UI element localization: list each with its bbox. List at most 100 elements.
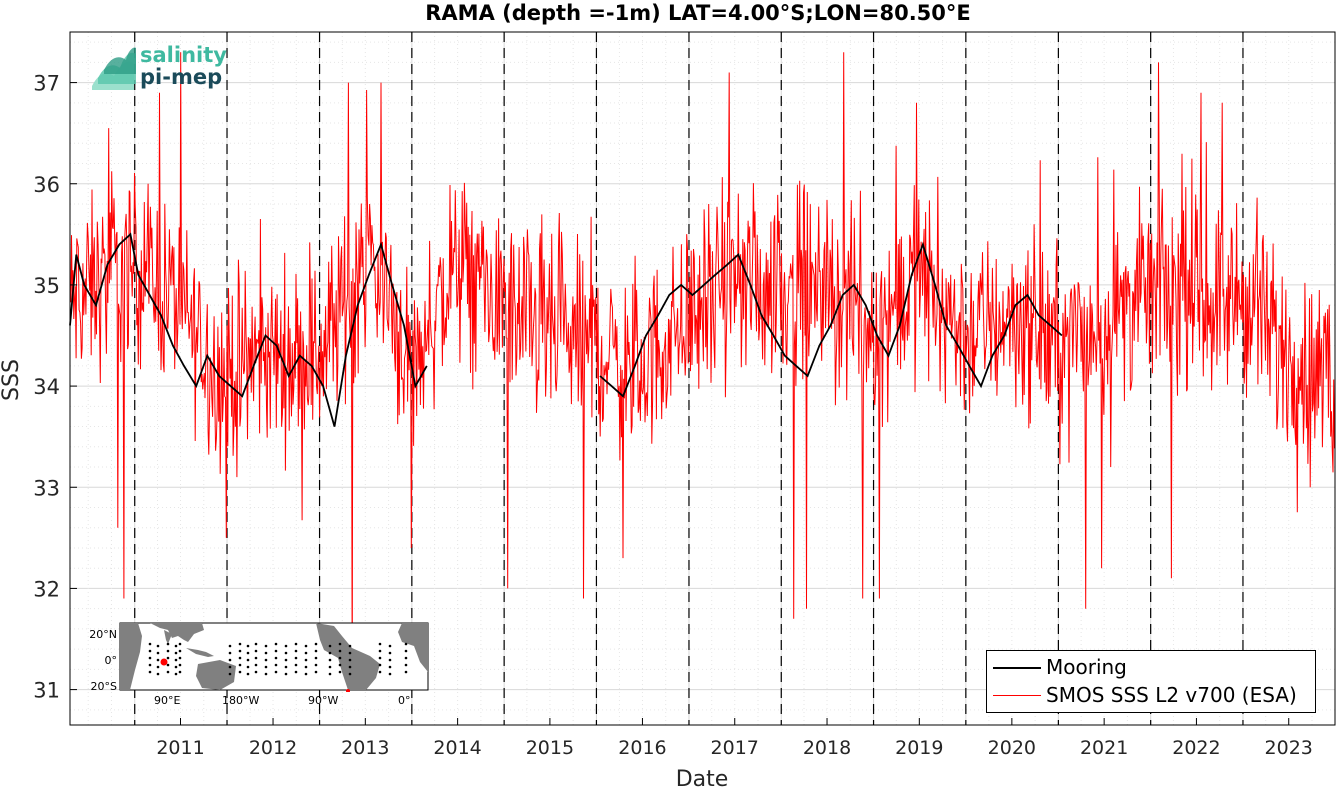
buoy-dot (264, 651, 268, 655)
inset-map: 20°N 0° 20°S 90°E 180°W 90°W 0° (80, 622, 430, 707)
smos-series (69, 52, 1335, 690)
logo-line2: pi-mep (140, 65, 223, 89)
buoy-dot (378, 663, 382, 667)
mooring-series (69, 232, 1063, 427)
x-tick-label: 2023 (1265, 737, 1313, 759)
buoy-dot (304, 658, 308, 662)
buoy-array-dots (148, 642, 408, 676)
india-land (164, 630, 172, 644)
x-tick-label: 2020 (988, 737, 1036, 759)
buoy-dot (274, 642, 278, 646)
buoy-dot (148, 670, 152, 674)
buoy-dot (174, 644, 178, 648)
buoy-dot (378, 642, 382, 646)
buoy-dot (314, 656, 318, 660)
inset-lon-0: 0° (398, 694, 411, 707)
legend-entry-smos: SMOS SSS L2 v700 (ESA) (993, 682, 1309, 708)
y-axis-label: SSS (0, 359, 24, 401)
buoy-dot (254, 663, 258, 667)
buoy-dot (304, 672, 308, 676)
inset-map-graphic: 20°N 0° 20°S (89, 622, 429, 693)
buoy-dot (304, 665, 308, 669)
buoy-dot (388, 658, 392, 662)
buoy-dot (338, 649, 342, 653)
buoy-dot (246, 651, 250, 655)
y-tick-label: 37 (33, 72, 60, 96)
buoy-dot (238, 663, 242, 667)
inset-lon-90w: 90°W (308, 694, 339, 707)
indonesia-land (186, 648, 214, 657)
buoy-dot (294, 642, 298, 646)
buoy-dot (148, 656, 152, 660)
africa-land (120, 623, 142, 690)
buoy-dot (246, 644, 250, 648)
buoy-dot (348, 651, 352, 655)
west-africa-land (398, 623, 428, 672)
inset-lat-20s: 20°S (91, 680, 117, 692)
buoy-dot (178, 642, 182, 646)
buoy-dot (264, 644, 268, 648)
buoy-dot (228, 651, 232, 655)
buoy-dot (274, 649, 278, 653)
x-tick-labels: 2011 2012 2013 2014 2015 2016 2017 2018 2019 2020… (156, 718, 1313, 759)
buoy-dot (388, 665, 392, 669)
buoy-dot (404, 642, 408, 646)
buoy-dot (166, 642, 170, 646)
buoy-dot (404, 670, 408, 674)
y-tick-label: 31 (33, 679, 60, 703)
buoy-dot (228, 644, 232, 648)
y-tick-label: 33 (33, 476, 60, 500)
buoy-dot (284, 644, 288, 648)
buoy-dot (348, 658, 352, 662)
legend: Mooring SMOS SSS L2 v700 (ESA) (986, 650, 1316, 713)
buoy-dot (156, 658, 160, 662)
asia-land (150, 623, 204, 642)
buoy-dot (254, 649, 258, 653)
buoy-dot (246, 658, 250, 662)
buoy-dot (338, 670, 342, 674)
y-tick-labels: 31 32 33 34 35 36 37 (33, 72, 77, 703)
buoy-dot (254, 670, 258, 674)
legend-swatch-smos (993, 695, 1041, 696)
x-tick-label: 2013 (341, 737, 389, 759)
americas-land (316, 623, 380, 690)
buoy-dot (238, 670, 242, 674)
y-tick-label: 36 (33, 173, 60, 197)
legend-label-mooring: Mooring (1046, 655, 1127, 679)
buoy-dot (314, 670, 318, 674)
buoy-dot (156, 644, 160, 648)
buoy-dot (328, 672, 332, 676)
buoy-dot (264, 665, 268, 669)
smos-sss-line (69, 52, 1335, 690)
x-tick-label: 2018 (803, 737, 851, 759)
buoy-dot (284, 665, 288, 669)
x-tick-label: 2015 (526, 737, 574, 759)
buoy-dot (348, 644, 352, 648)
buoy-dot (238, 649, 242, 653)
buoy-dot (178, 656, 182, 660)
buoy-dot (284, 651, 288, 655)
x-axis-label: Date (676, 767, 729, 790)
inset-lon-180w: 180°W (222, 694, 260, 707)
buoy-dot (174, 651, 178, 655)
salinity-pimep-logo: salinity pi-mep (88, 44, 228, 94)
buoy-dot (166, 670, 170, 674)
year-boundaries (134, 32, 1244, 725)
inset-lon-labels: 90°E 180°W 90°W 0° (80, 694, 430, 710)
buoy-dot (404, 663, 408, 667)
x-tick-label: 2014 (433, 737, 481, 759)
buoy-dot (156, 651, 160, 655)
buoy-dot (178, 670, 182, 674)
buoy-dot (314, 663, 318, 667)
buoy-dot (148, 642, 152, 646)
buoy-dot (284, 658, 288, 662)
buoy-dot (166, 663, 170, 667)
buoy-dot (246, 665, 250, 669)
y-tick-label: 34 (33, 375, 60, 399)
buoy-dot (328, 658, 332, 662)
buoy-dot (174, 665, 178, 669)
buoy-dot (148, 649, 152, 653)
buoy-dot (238, 642, 242, 646)
buoy-dot (338, 642, 342, 646)
